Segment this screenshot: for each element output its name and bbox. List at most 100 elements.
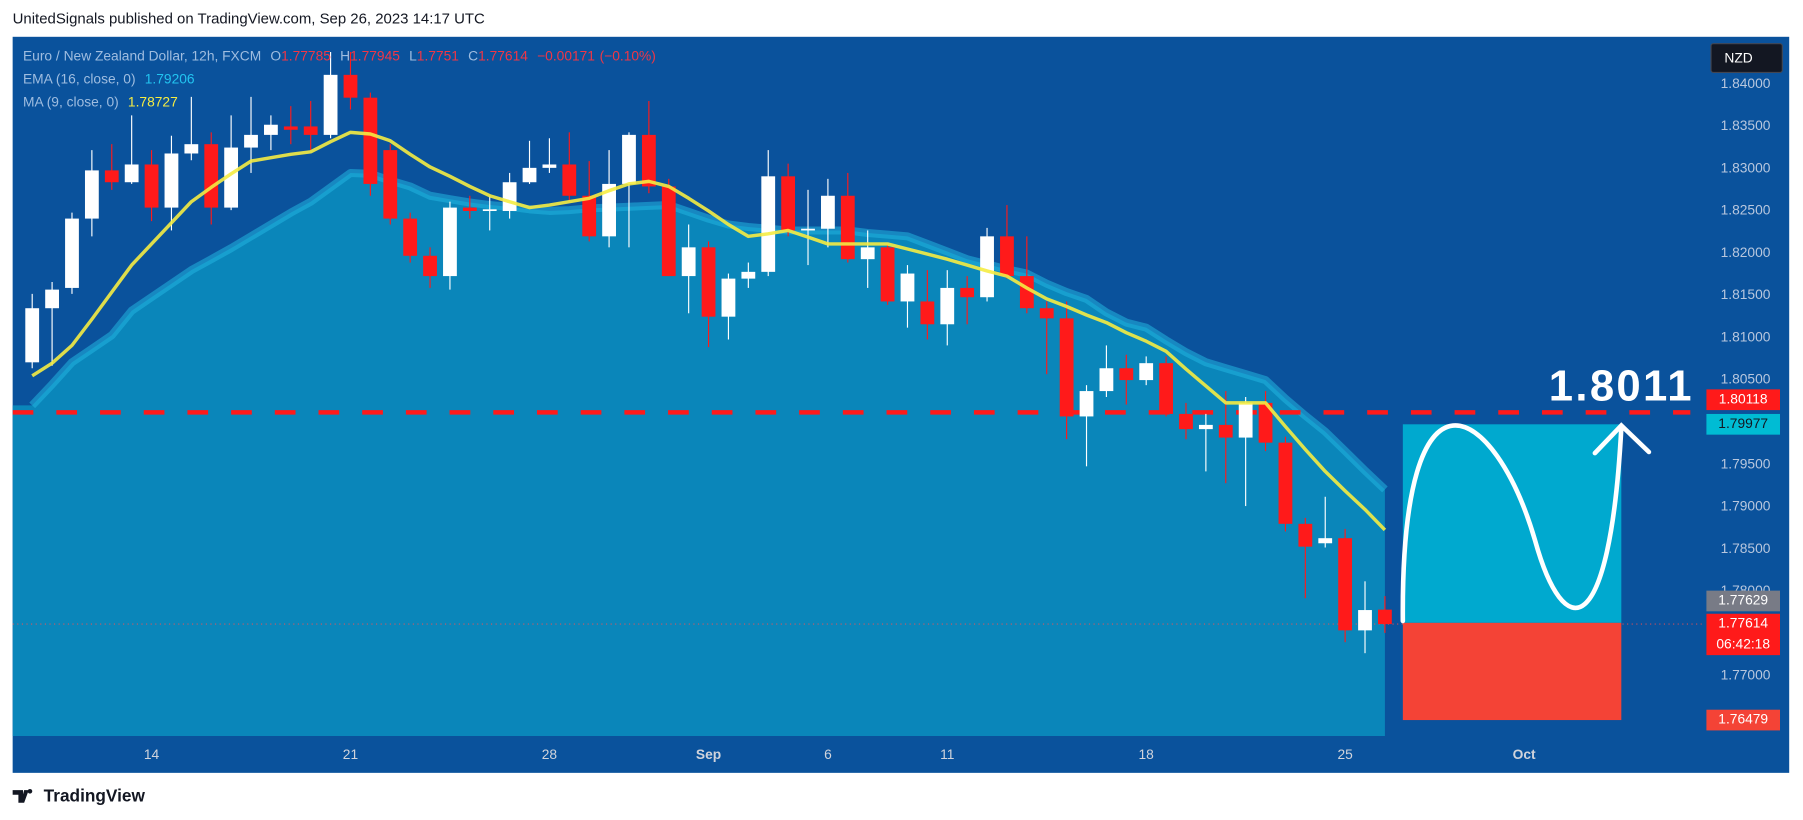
candle-body: [502, 182, 517, 211]
candle-body: [482, 209, 497, 212]
candle-body: [1000, 236, 1014, 277]
candle-body: [1278, 442, 1293, 524]
candle-body: [303, 126, 318, 135]
price-box-label: 1.77629: [1718, 593, 1768, 608]
candle-body: [940, 287, 955, 325]
candle-body: [1218, 424, 1233, 438]
x-tick-label: Sep: [696, 747, 721, 762]
x-tick-label: 21: [343, 747, 358, 762]
candle-body: [144, 164, 159, 208]
candle-body: [443, 207, 457, 277]
price-box: [1706, 709, 1781, 731]
candle-body: [721, 278, 736, 317]
change-value: −0.00171: [537, 48, 595, 63]
legend-row: Euro / New Zealand Dollar, 12h, FXCM O1.7…: [23, 48, 656, 63]
price-box: [1706, 590, 1781, 612]
ma-line: [31, 130, 1387, 532]
candle-body: [582, 195, 597, 237]
candle-body: [641, 134, 656, 187]
candle-body: [741, 271, 756, 279]
candle-body: [980, 236, 994, 298]
candle-body: [1338, 538, 1353, 631]
candle-body: [264, 124, 278, 135]
y-tick-label: 1.80500: [1721, 372, 1771, 387]
candle-body: [602, 183, 616, 237]
legend-row: EMA (16, close, 0) 1.79206: [23, 71, 195, 86]
change-percent: (−0.10%): [600, 48, 656, 63]
candle-body: [363, 97, 378, 184]
x-tick-label: 25: [1337, 747, 1353, 762]
candle-body: [124, 164, 139, 183]
candle-body: [25, 308, 40, 363]
price-box: [1706, 389, 1781, 411]
candle-body: [1059, 318, 1074, 417]
footer-logo: TradingView: [12, 786, 145, 806]
ohlc-value: 1.77614: [478, 48, 528, 63]
candle-body: [801, 228, 815, 231]
candle-body: [462, 207, 477, 211]
candle-body: [1358, 610, 1372, 631]
candle-body: [1159, 363, 1173, 414]
candle-body: [681, 247, 696, 277]
candle-body: [1198, 424, 1213, 430]
ema-line: [29, 168, 1388, 493]
x-tick-label: 28: [542, 747, 558, 762]
candle-body: [1139, 363, 1154, 381]
candle-body: [900, 273, 915, 302]
candle-body: [1238, 402, 1253, 438]
price-box: [1706, 613, 1781, 656]
candle-body: [1119, 368, 1134, 381]
x-tick-label: 18: [1139, 747, 1155, 762]
ohlc-value: 1.77945: [350, 48, 400, 63]
y-tick-label: 1.84000: [1721, 76, 1771, 91]
x-tick-label: 11: [940, 747, 954, 762]
countdown: 06:42:18: [1716, 636, 1770, 651]
price-axis: 1.84000 1.83500 1.83000 1.82500 1.82000 1.815…: [1706, 76, 1781, 731]
target-zone: [1402, 424, 1622, 623]
y-tick-label: 1.81000: [1721, 329, 1771, 344]
candle-body: [1079, 391, 1094, 417]
candle-body: [622, 134, 636, 184]
candle-body: [403, 218, 418, 256]
currency-label: NZD: [1724, 50, 1752, 65]
publish-header: UnitedSignals published on TradingView.c…: [13, 11, 485, 28]
candle-body: [661, 186, 676, 277]
candle-body: [184, 144, 199, 154]
candle-body: [920, 301, 935, 325]
ohlc-value: 1.77785: [281, 48, 331, 63]
candle-body: [283, 126, 298, 130]
candle-body: [840, 195, 855, 260]
y-tick-label: 1.83000: [1721, 160, 1771, 175]
y-tick-label: 1.83500: [1721, 118, 1771, 133]
candle-body: [204, 144, 219, 208]
candle-body: [423, 255, 437, 277]
plot-area: 1.8011: [12, 52, 1702, 737]
candle-body: [244, 134, 258, 148]
ohlc-key: H: [340, 48, 350, 63]
candle-body: [542, 164, 557, 168]
candle-body: [761, 176, 776, 272]
symbol-title: Euro / New Zealand Dollar, 12h, FXCM: [23, 48, 261, 63]
y-tick-label: 1.79500: [1721, 456, 1771, 471]
y-tick-label: 1.82000: [1721, 245, 1771, 260]
annotation: 1.8011: [1549, 361, 1694, 410]
price-box-label: 1.80118: [1719, 391, 1768, 406]
drawn-curve: [1400, 423, 1624, 624]
candle-body: [562, 164, 577, 196]
currency-badge[interactable]: [1710, 43, 1783, 74]
ohlc-key: C: [468, 48, 478, 63]
price-box-label: 1.76479: [1718, 712, 1768, 727]
legend-entry: MA (9, close, 0): [23, 94, 119, 109]
legend-value: 1.79206: [145, 71, 195, 86]
candle-body: [343, 74, 358, 98]
candle-body: [84, 170, 99, 219]
logo-mark: [12, 788, 33, 803]
candle-body: [960, 287, 975, 298]
candle-body: [880, 247, 895, 302]
candle-body: [383, 150, 398, 219]
y-tick-label: 1.79000: [1721, 499, 1771, 514]
candle-body: [1099, 368, 1114, 392]
candle-body: [224, 147, 239, 208]
candle-body: [860, 247, 875, 260]
candle-body: [1039, 308, 1054, 319]
